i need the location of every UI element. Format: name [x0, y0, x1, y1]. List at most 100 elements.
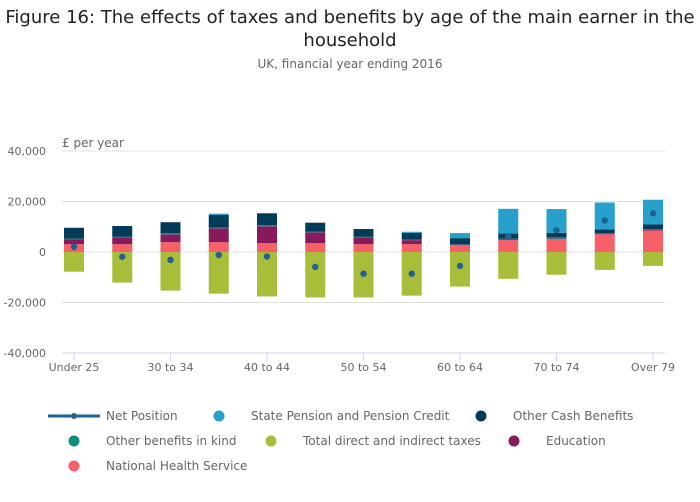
legend-label: Education — [546, 434, 606, 448]
y-axis-unit-label: £ per year — [62, 136, 124, 150]
legend-label: State Pension and Pension Credit — [251, 409, 450, 423]
net-position-point — [505, 232, 512, 240]
net-position-point — [215, 251, 222, 259]
bar-segment — [257, 243, 277, 252]
net-position-point — [360, 270, 367, 277]
bar-segment — [643, 229, 663, 231]
bar-segment — [160, 222, 181, 234]
x-tick-label: 70 to 74 — [533, 361, 579, 374]
bar-segment — [450, 245, 470, 252]
legend-label: Total direct and indirect taxes — [302, 434, 481, 448]
bar-segment — [257, 213, 277, 214]
net-position-point — [601, 217, 608, 224]
y-axis-ticks: 40,000 20,000 0 -20,000 -40,000 — [4, 145, 46, 360]
legend-label: Net Position — [106, 409, 178, 423]
bar-segment — [594, 233, 615, 234]
bar-segment — [546, 252, 567, 275]
x-tick-label: Under 25 — [49, 361, 100, 374]
bar-segment — [643, 230, 663, 252]
bar-segment — [498, 239, 519, 241]
net-position-point — [70, 243, 78, 251]
net-position-point — [553, 227, 560, 234]
chart-title: Figure 16: The effects of taxes and bene… — [5, 7, 695, 51]
bar-segment — [546, 238, 567, 240]
legend-label: Other benefits in kind — [106, 434, 236, 448]
legend-dot-symbol — [475, 410, 487, 422]
y-tick-label: 0 — [39, 246, 46, 259]
legend-dot-symbol — [68, 460, 80, 472]
bar-segment — [208, 252, 229, 294]
bar-segment — [64, 239, 84, 245]
bar-segment — [546, 237, 567, 239]
bar-segment — [401, 232, 422, 240]
bar-segment — [498, 208, 519, 234]
bar-segment — [353, 244, 374, 252]
legend-item: Education — [508, 434, 606, 448]
bar-segment — [160, 233, 181, 235]
y-tick-label: -40,000 — [4, 347, 46, 360]
bar-segment — [305, 252, 326, 298]
bar-segment — [594, 202, 615, 230]
legend-item: Other Cash Benefits — [475, 409, 633, 423]
net-position-point — [649, 210, 657, 217]
legend: Net Position State Pension and Pension Cr… — [48, 409, 633, 473]
legend-item: Net Position — [48, 409, 178, 423]
x-tick-label: 40 to 44 — [244, 361, 290, 374]
x-tick-label: Over 79 — [631, 361, 675, 374]
bar-segment — [450, 233, 470, 239]
bar-segment — [112, 252, 133, 283]
bar-segment — [112, 237, 133, 245]
bar-segment — [64, 252, 84, 272]
bar-segment — [160, 242, 181, 252]
net-position-point — [167, 256, 174, 264]
bar-segment — [112, 225, 133, 237]
legend-dot-symbol — [508, 435, 520, 447]
net-position-point — [408, 270, 415, 277]
bar-segment — [546, 232, 567, 238]
bar-segment — [64, 227, 84, 239]
bars — [64, 199, 663, 298]
x-axis: Under 25 30 to 34 40 to 44 50 to 54 60 to 64… — [49, 352, 675, 374]
bar-segment — [305, 243, 326, 252]
legend-label: National Health Service — [106, 459, 247, 473]
bar-segment — [643, 224, 663, 230]
bar-segment — [450, 244, 470, 246]
net-position-points — [70, 210, 657, 277]
bar-segment — [401, 240, 422, 245]
bar-segment — [208, 213, 229, 215]
bar-segment — [208, 242, 229, 252]
bar-segment — [208, 228, 229, 243]
bar-segment — [305, 232, 326, 244]
bar-segment — [305, 231, 326, 233]
bar-segment — [450, 252, 470, 287]
bar-segment — [257, 226, 277, 244]
bar-segment — [353, 236, 374, 238]
bar-segment — [401, 231, 422, 233]
net-position-point — [119, 253, 126, 260]
bar-segment — [594, 252, 615, 270]
bar-segment — [594, 234, 615, 252]
bar-segment — [208, 227, 229, 229]
legend-dot-symbol — [213, 410, 225, 422]
chart-subtitle: UK, financial year ending 2016 — [257, 57, 443, 71]
bar-segment — [450, 244, 470, 245]
legend-item: National Health Service — [68, 459, 247, 473]
bar-segment — [450, 238, 470, 245]
bar-segment — [546, 239, 567, 252]
bar-segment — [257, 225, 277, 227]
bar-segment — [643, 252, 663, 266]
bar-segment — [594, 233, 615, 235]
bar-segment — [112, 244, 133, 252]
bar-segment — [112, 236, 133, 238]
bar-segment — [498, 252, 519, 279]
net-position-point — [263, 253, 271, 260]
x-tick-label: 30 to 34 — [147, 361, 193, 374]
legend-label: Other Cash Benefits — [513, 409, 633, 423]
legend-point-symbol — [71, 413, 77, 419]
y-tick-label: -20,000 — [4, 297, 46, 310]
legend-dot-symbol — [265, 435, 277, 447]
bar-segment — [208, 214, 229, 228]
bar-segment — [401, 244, 422, 252]
bar-segment — [64, 238, 84, 240]
